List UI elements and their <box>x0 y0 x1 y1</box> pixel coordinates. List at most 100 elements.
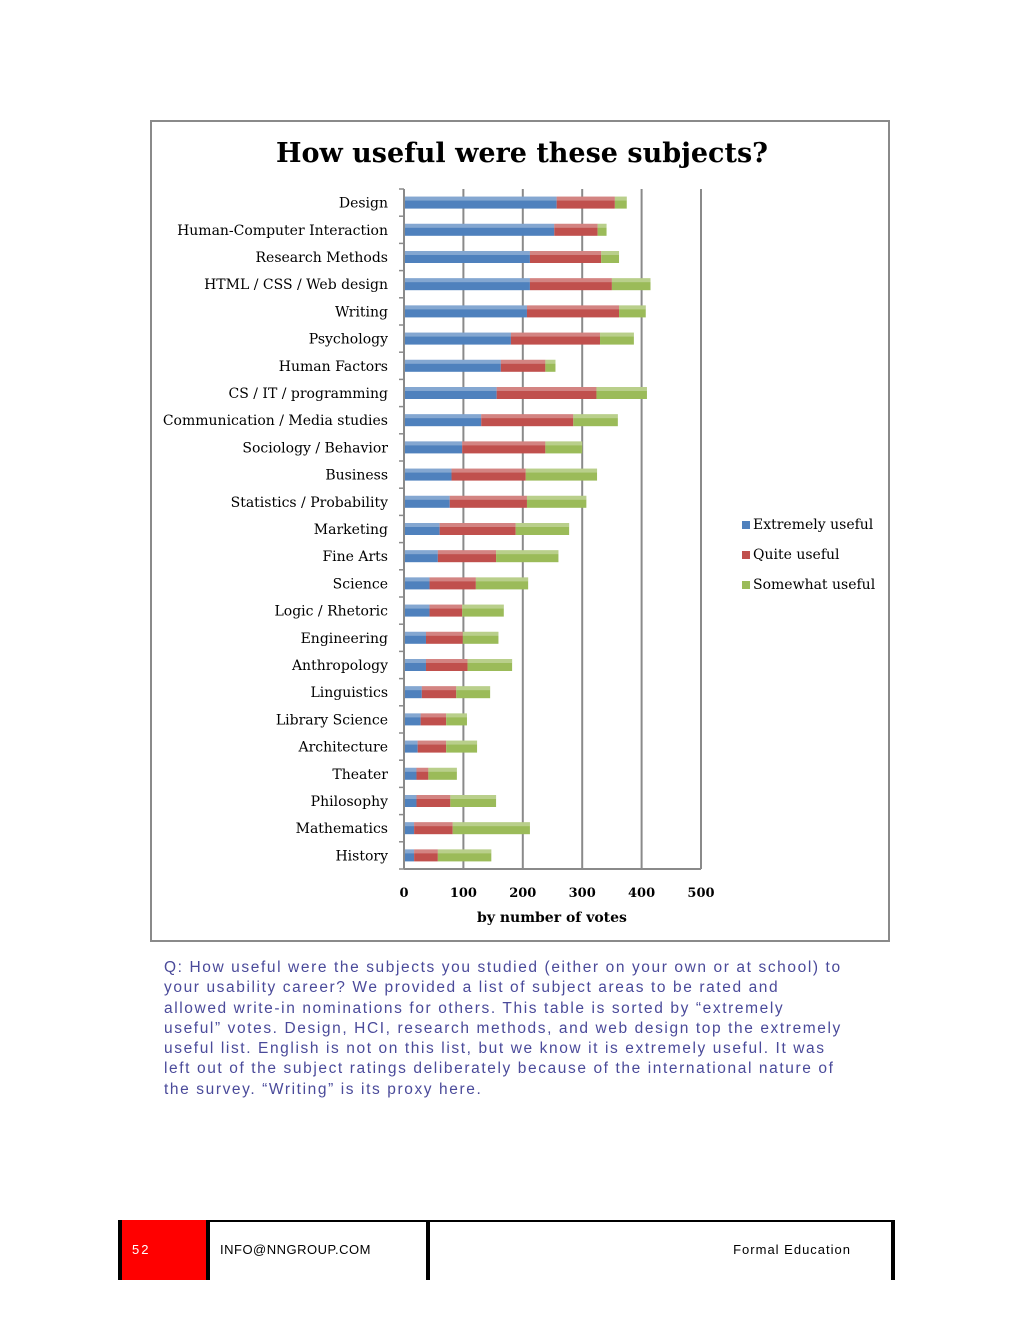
x-axis-title: by number of votes <box>477 910 627 926</box>
category-label-philosophy: Philosophy <box>311 794 388 810</box>
bar-highlight <box>526 305 620 310</box>
bar-logic-rhetoric-extremely-useful <box>404 604 430 617</box>
bar-highlight <box>526 495 587 500</box>
bar-philosophy-extremely-useful <box>404 795 417 807</box>
bar-theater-quite-useful <box>416 767 429 780</box>
bar-highlight <box>452 822 530 827</box>
x-tick-label-500: 500 <box>687 886 714 901</box>
bar-sociology-behavior-extremely-useful <box>404 441 463 454</box>
axes <box>399 188 701 870</box>
bar-engineering-quite-useful <box>425 631 463 644</box>
category-label-business: Business <box>325 468 388 484</box>
bar-mathematics-somewhat-useful <box>452 822 530 835</box>
bar-highlight <box>404 631 426 636</box>
bar-writing-quite-useful <box>526 305 620 318</box>
bar-history-somewhat-useful <box>437 849 492 862</box>
bar-architecture-quite-useful <box>417 740 447 753</box>
category-label-architecture: Architecture <box>297 740 388 756</box>
bar-highlight <box>529 278 612 283</box>
footer-right-rule <box>891 1220 895 1280</box>
bar-human-computer-interaction-somewhat-useful <box>597 223 607 236</box>
bar-highlight <box>525 468 598 473</box>
bar-design-quite-useful <box>556 196 615 209</box>
bar-psychology-extremely-useful <box>404 332 511 345</box>
bar-cs-it-programming-quite-useful <box>496 387 597 399</box>
legend: Extremely useful Quite useful Somewhat use… <box>742 517 876 593</box>
bar-sociology-behavior-somewhat-useful <box>545 441 583 454</box>
legend-swatch-quite-useful <box>742 551 750 559</box>
category-label-linguistics: Linguistics <box>310 685 388 701</box>
footer-top-rule <box>118 1220 895 1222</box>
legend-label-quite-useful: Quite useful <box>753 547 840 563</box>
bar-highlight <box>404 659 426 663</box>
bar-highlight <box>404 495 450 500</box>
bar-highlight <box>456 686 491 691</box>
bar-history-extremely-useful <box>404 849 415 862</box>
category-label-research-methods: Research Methods <box>256 250 388 266</box>
bar-highlight <box>404 523 440 527</box>
bar-logic-rhetoric-somewhat-useful <box>462 604 504 617</box>
bar-highlight <box>446 713 467 718</box>
bar-highlight <box>404 441 463 446</box>
bar-philosophy-quite-useful <box>416 795 451 807</box>
bar-anthropology-quite-useful <box>425 659 468 671</box>
bar-writing-extremely-useful <box>404 305 527 318</box>
bar-highlight <box>545 441 583 446</box>
x-tick-label-400: 400 <box>628 886 655 901</box>
bar-logic-rhetoric-quite-useful <box>429 604 463 617</box>
bar-business-quite-useful <box>451 468 526 481</box>
bar-highlight <box>404 822 415 827</box>
bar-highlight <box>449 495 527 500</box>
figure-caption: Q: How useful were the subjects you stud… <box>164 959 842 1098</box>
bar-highlight <box>425 631 463 636</box>
bar-anthropology-extremely-useful <box>404 659 426 671</box>
bar-business-extremely-useful <box>404 468 452 481</box>
category-label-sociology-behavior: Sociology / Behavior <box>242 440 388 456</box>
bar-highlight <box>619 305 646 310</box>
category-label-design: Design <box>339 196 388 212</box>
bar-highlight <box>404 387 497 391</box>
bar-sociology-behavior-quite-useful <box>462 441 546 454</box>
bar-highlight <box>404 414 482 419</box>
bar-library-science-quite-useful <box>420 713 447 726</box>
page-number-box: 52 <box>118 1220 210 1280</box>
bar-library-science-somewhat-useful <box>446 713 467 726</box>
bar-mathematics-extremely-useful <box>404 822 415 835</box>
bar-highlight <box>420 713 447 718</box>
bar-research-methods-extremely-useful <box>404 251 530 263</box>
bar-highlight <box>421 686 457 691</box>
bar-highlight <box>515 523 570 527</box>
bar-engineering-extremely-useful <box>404 631 426 644</box>
bar-highlight <box>554 223 598 228</box>
bar-architecture-extremely-useful <box>404 740 418 753</box>
bar-highlight <box>614 196 627 201</box>
bar-science-quite-useful <box>429 577 476 590</box>
bar-highlight <box>404 767 417 772</box>
bar-psychology-quite-useful <box>510 332 601 345</box>
category-label-marketing: Marketing <box>314 522 388 538</box>
category-label-writing: Writing <box>335 304 388 320</box>
category-label-fine-arts: Fine Arts <box>322 549 388 565</box>
page-number: 52 <box>132 1242 151 1257</box>
bar-highlight <box>404 686 422 691</box>
bar-fine-arts-quite-useful <box>437 550 497 563</box>
bar-highlight <box>404 359 501 364</box>
bar-anthropology-somewhat-useful <box>467 659 513 671</box>
bar-highlight <box>510 332 601 337</box>
bar-marketing-somewhat-useful <box>515 523 570 535</box>
category-labels: Design Human-Computer Interaction Research… <box>163 196 388 865</box>
bar-highlight <box>404 713 421 718</box>
x-tick-label-0: 0 <box>399 886 408 901</box>
footer-email-link[interactable]: INFO@NNGROUP.COM <box>220 1242 371 1257</box>
bar-html-css-web-design-somewhat-useful <box>611 278 651 291</box>
bar-marketing-quite-useful <box>439 523 516 535</box>
category-label-mathematics: Mathematics <box>296 821 388 837</box>
bar-statistics-probability-somewhat-useful <box>526 495 587 508</box>
bar-highlight <box>416 767 429 772</box>
bar-html-css-web-design-quite-useful <box>529 278 612 291</box>
bar-human-factors-extremely-useful <box>404 359 501 372</box>
bar-psychology-somewhat-useful <box>600 332 634 345</box>
bar-highlight <box>437 550 497 555</box>
bar-science-extremely-useful <box>404 577 430 590</box>
bar-highlight <box>404 251 530 255</box>
